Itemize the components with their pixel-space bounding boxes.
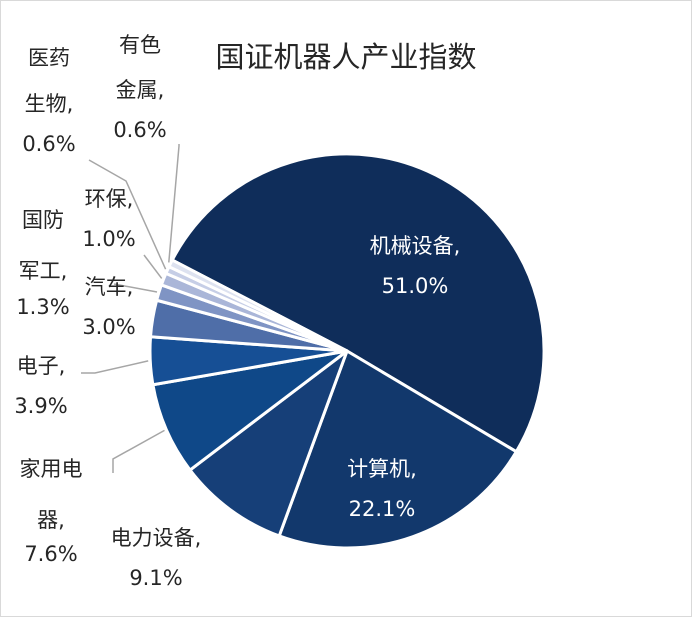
slice-5bb6752875355668	[151, 349, 349, 472]
slice-category-label: 金属,	[116, 78, 165, 102]
slice-category-label: 电子,	[17, 354, 66, 378]
slice-category-label: 有色	[119, 33, 161, 57]
slice-value-label: 1.0%	[82, 227, 135, 251]
slice-value-label: 0.6%	[22, 132, 75, 156]
leader-line	[113, 283, 158, 293]
slice-category-label: 生物,	[25, 92, 74, 116]
slice-value-label: 3.0%	[82, 315, 135, 339]
leader-line	[88, 159, 167, 270]
slice-673a68b08bbe5907	[170, 152, 546, 454]
leader-line	[112, 429, 165, 473]
chart-title: 国证机器人产业指数	[215, 40, 476, 74]
slice-value-label: 1.3%	[16, 295, 69, 319]
slice-category-label: 国防	[22, 208, 64, 232]
slice-category-label: 军工,	[19, 259, 68, 283]
leader-line	[168, 144, 180, 263]
slice-category-label: 器,	[37, 508, 65, 532]
pie-slices	[148, 152, 546, 550]
slice-category-label: 环保,	[85, 187, 134, 211]
slice-category-label: 医药	[28, 46, 70, 70]
slice-value-label: 22.1%	[349, 497, 416, 521]
slice-value-label: 0.6%	[113, 118, 166, 142]
slice-8ba17b97673a	[277, 349, 518, 550]
slice-category-label: 电力设备,	[111, 526, 202, 550]
leader-lines	[81, 144, 180, 473]
slice-category-label: 机械设备,	[370, 234, 461, 258]
slice-category-label: 计算机,	[347, 457, 417, 481]
slice-value-label: 9.1%	[129, 566, 182, 590]
slice-category-label: 汽车,	[85, 275, 134, 299]
slice-7535529b8bbe5907	[188, 349, 349, 538]
leader-line	[81, 360, 149, 374]
slice-category-label: 家用电	[20, 457, 83, 481]
slice-6709827291d15c5e	[167, 258, 349, 353]
leader-line	[143, 254, 163, 279]
slice-value-label: 51.0%	[382, 274, 449, 298]
slice-value-label: 3.9%	[14, 394, 67, 418]
slice-value-label: 7.6%	[24, 542, 77, 566]
